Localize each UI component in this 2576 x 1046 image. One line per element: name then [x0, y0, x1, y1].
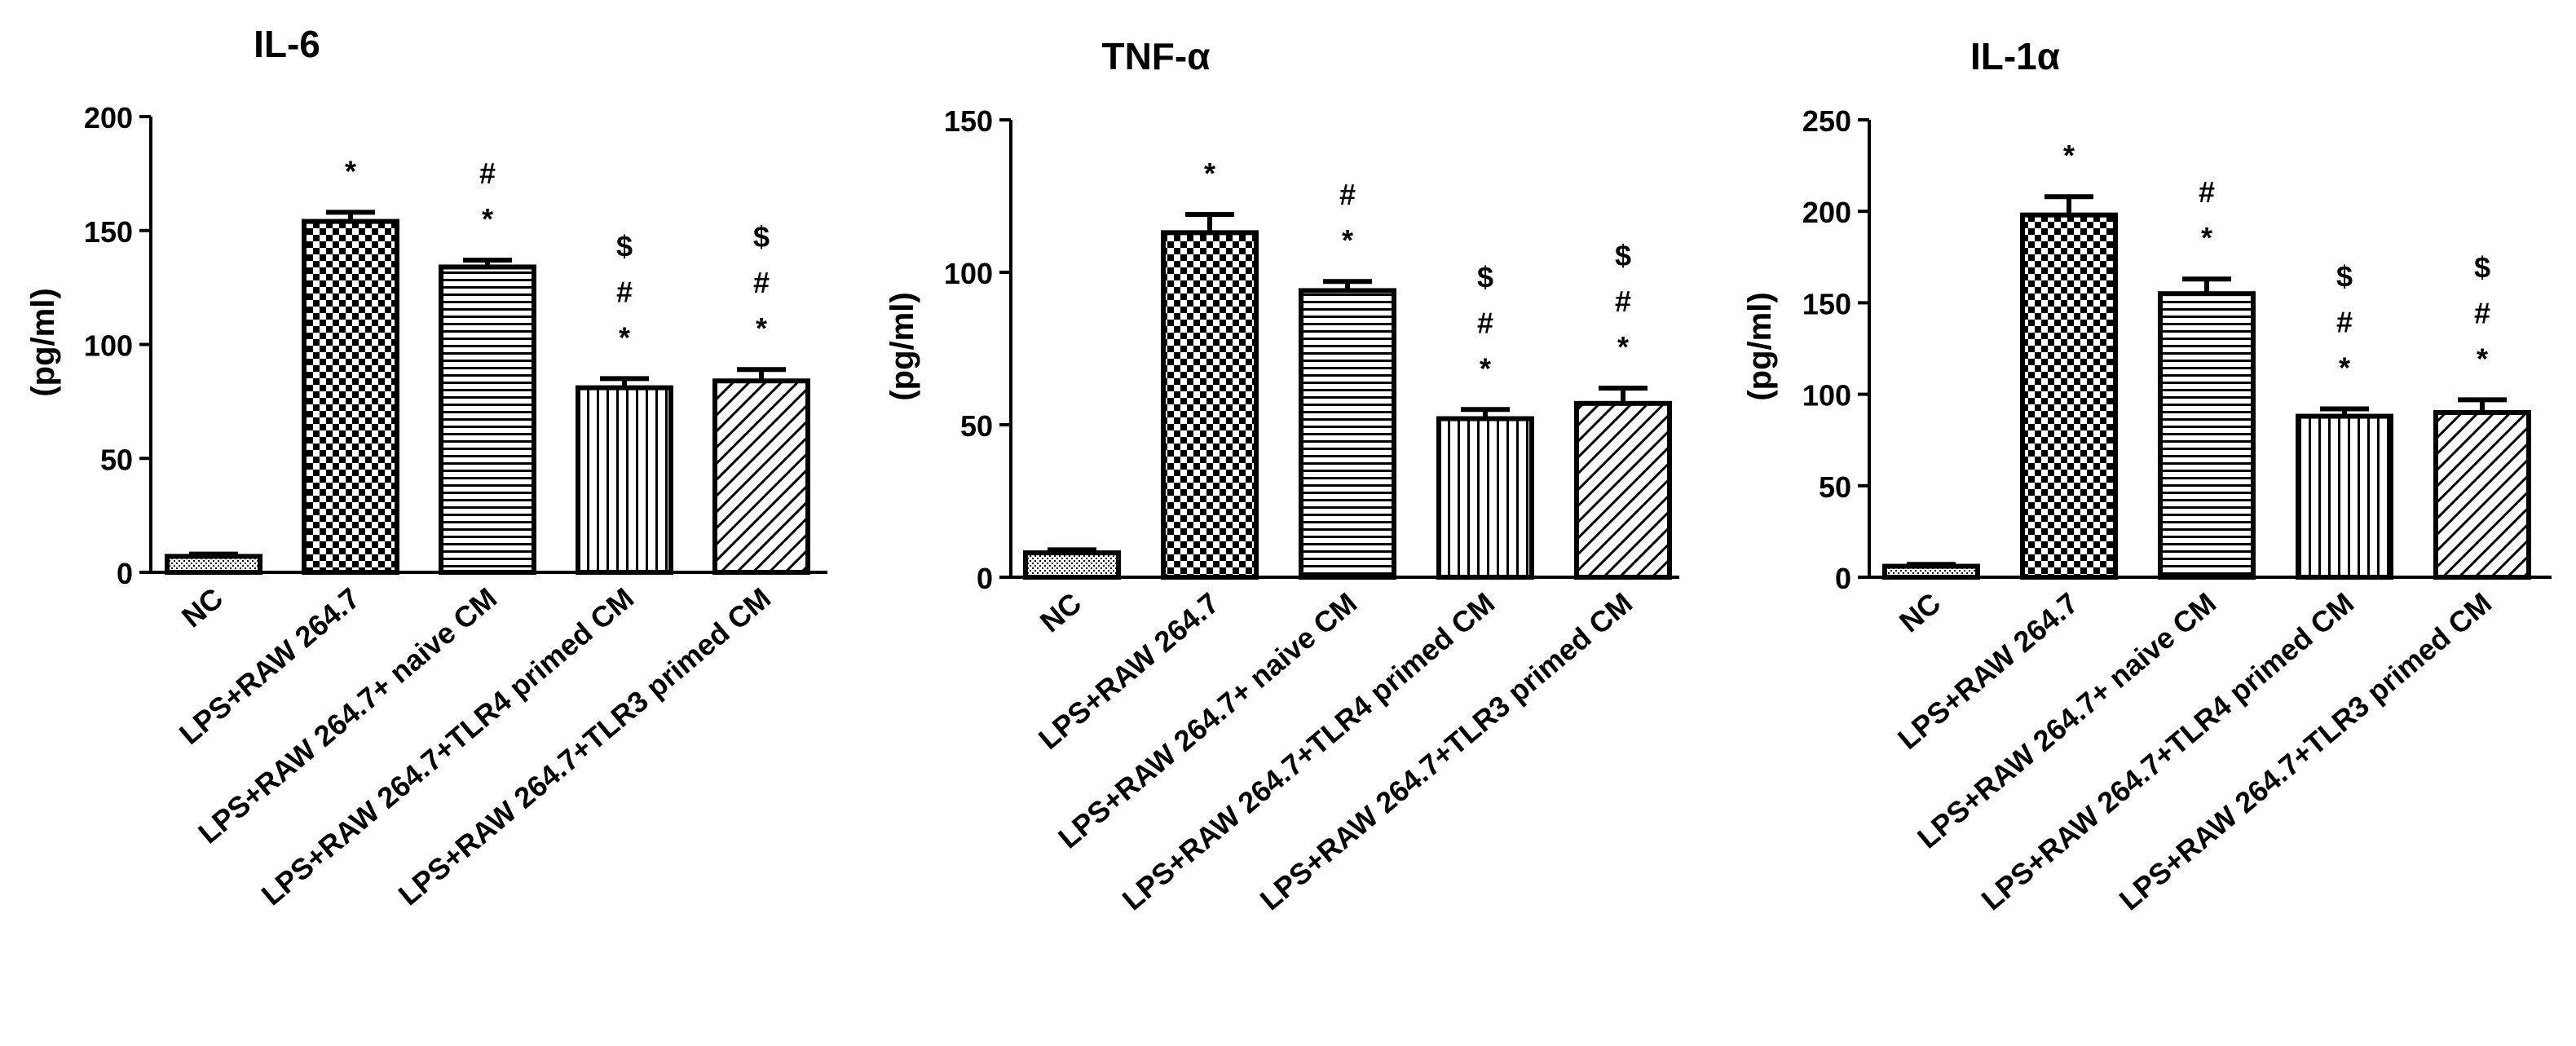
significance-mark: #: [1477, 306, 1493, 339]
y-ticks: 0 50 100 150 200: [84, 101, 151, 590]
bar: [439, 264, 536, 575]
bar: [1023, 550, 1121, 580]
y-tick-label: 150: [1802, 287, 1851, 320]
bar: [2433, 410, 2531, 580]
bar: [1161, 230, 1259, 580]
bar: [1882, 563, 1980, 580]
significance-mark: #: [2336, 306, 2353, 339]
chart-title: IL-1α: [1970, 35, 2060, 77]
bar: [576, 385, 673, 576]
significance-mark: *: [345, 154, 356, 188]
significance-mark: *: [619, 320, 630, 354]
significance-mark: *: [1617, 330, 1629, 364]
y-tick-label: 50: [960, 409, 993, 443]
x-tick-label: NC: [1893, 586, 1947, 639]
significance-mark: #: [479, 157, 496, 190]
x-tick-label: NC: [175, 581, 229, 634]
significance-mark: $: [616, 229, 633, 263]
x-tick-label: NC: [1034, 586, 1087, 639]
chart-panel-tnf: TNF-α (pg/ml) 0 50 100 150 * * # * # $ * # $ NCLPS+…: [884, 35, 1679, 916]
significance-mark: $: [2336, 260, 2353, 293]
bars: [165, 210, 810, 576]
y-tick-label: 0: [977, 562, 993, 595]
y-tick-label: 200: [84, 101, 133, 135]
y-tick-label: 50: [100, 443, 133, 476]
y-tick-label: 100: [84, 329, 133, 363]
bar: [2020, 212, 2118, 580]
significance-mark: $: [2474, 250, 2490, 284]
bar: [302, 218, 399, 575]
bars: [1882, 194, 2531, 580]
significance-mark: *: [2201, 221, 2212, 254]
significance-mark: $: [1477, 260, 1493, 293]
bars: [1023, 211, 1672, 580]
axes: [1868, 120, 2552, 579]
y-ticks: 0 50 100 150: [944, 104, 1011, 595]
y-tick-label: 100: [1802, 379, 1851, 413]
significance-mark: *: [756, 311, 767, 345]
y-tick-label: 50: [1819, 470, 1851, 504]
significance-mark: *: [2063, 139, 2075, 172]
significance-mark: *: [2477, 342, 2488, 375]
bar: [2296, 413, 2393, 580]
y-tick-label: 150: [84, 215, 133, 249]
significance-mark: #: [2474, 296, 2490, 329]
y-tick-label: 0: [1835, 562, 1851, 595]
significance-mark: #: [1339, 178, 1356, 211]
significance-mark: *: [482, 202, 493, 236]
y-axis-label: (pg/ml): [884, 292, 920, 400]
significance-mark: $: [1615, 239, 1631, 272]
significance-mark: #: [616, 275, 633, 308]
y-tick-label: 250: [1802, 104, 1851, 138]
bar: [165, 554, 262, 575]
bar: [2158, 291, 2256, 580]
bar: [1574, 400, 1672, 580]
bar: [1436, 416, 1534, 580]
y-axis-label: (pg/ml): [25, 288, 61, 396]
significance-marks: * * # * # $ * # $: [2063, 139, 2490, 384]
y-tick-label: 200: [1802, 196, 1851, 229]
y-tick-label: 150: [944, 104, 993, 138]
chart-title: TNF-α: [1101, 35, 1210, 77]
axes: [149, 117, 827, 574]
y-tick-label: 100: [944, 257, 993, 290]
significance-mark: *: [1342, 223, 1353, 257]
significance-mark: #: [2199, 175, 2215, 209]
significance-mark: *: [1204, 157, 1215, 190]
significance-mark: $: [753, 220, 770, 254]
axes: [1009, 120, 1679, 579]
significance-marks: * * # * # $ * # $: [345, 154, 770, 354]
y-tick-label: 0: [117, 557, 133, 590]
chart-panel-il6: IL-6 (pg/ml) 0 50 100 150 200 * * # * # $ * # $ NCLP…: [25, 23, 827, 911]
bar: [1299, 288, 1396, 580]
significance-mark: #: [753, 266, 770, 299]
y-axis-label: (pg/ml): [1742, 292, 1778, 400]
significance-mark: *: [1480, 351, 1491, 385]
significance-marks: * * # * # $ * # $: [1204, 157, 1631, 385]
y-ticks: 0 50 100 150 200 250: [1802, 104, 1869, 595]
bar: [712, 378, 810, 575]
significance-mark: #: [1615, 285, 1631, 318]
chart-title: IL-6: [254, 23, 320, 65]
significance-mark: *: [2339, 351, 2350, 385]
